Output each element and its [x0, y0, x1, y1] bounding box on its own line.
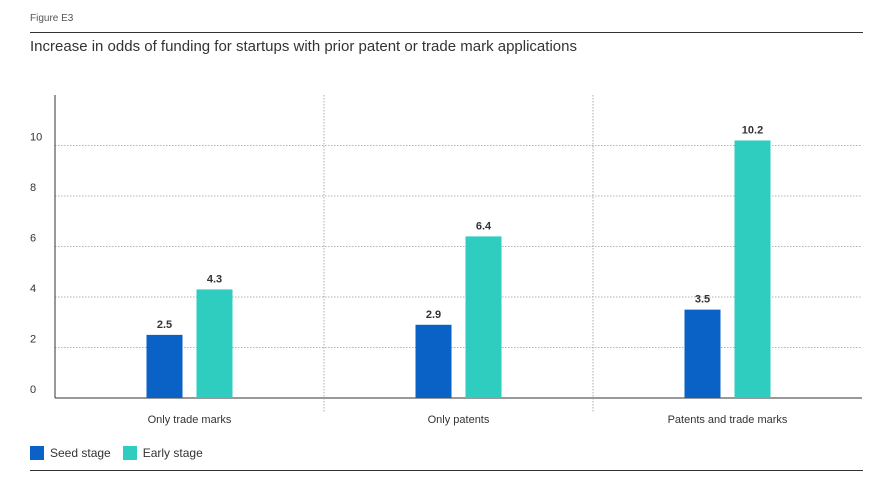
- bar-early-1: [465, 236, 502, 398]
- data-label: 10.2: [742, 124, 763, 136]
- data-label: 2.9: [426, 309, 441, 321]
- bar-early-2: [734, 140, 771, 398]
- legend-item-early: Early stage: [122, 446, 203, 460]
- data-label: 2.5: [157, 319, 172, 331]
- data-label: 3.5: [695, 294, 710, 306]
- legend-swatch-seed: [30, 446, 44, 460]
- figure-label: Figure E3: [30, 13, 74, 24]
- data-label: 4.3: [207, 273, 222, 285]
- legend-label-early: Early stage: [142, 446, 203, 460]
- legend-swatch-early: [122, 446, 137, 460]
- top-rule: [30, 32, 863, 33]
- chart-legend: Seed stage Early stage: [30, 446, 215, 460]
- bar-seed-0: [146, 334, 183, 398]
- x-tick-label: Only patents: [428, 414, 490, 426]
- bar-seed-2: [684, 309, 721, 398]
- bar-chart: 0 2 4 6 8 10 2.5 4.3 Only trade marks 2.9 6.4 Only …: [30, 95, 862, 426]
- data-label: 6.4: [476, 220, 492, 232]
- chart-title: Increase in odds of funding for startups…: [30, 38, 577, 55]
- x-tick-label: Only trade marks: [148, 414, 232, 426]
- y-tick-label: 2: [30, 334, 36, 346]
- y-tick-label: 8: [30, 182, 36, 194]
- y-tick-label: 4: [30, 283, 36, 295]
- bar-seed-1: [415, 324, 452, 398]
- bottom-rule: [30, 470, 863, 471]
- x-tick-label: Patents and trade marks: [668, 414, 788, 426]
- legend-label-seed: Seed stage: [50, 446, 111, 460]
- y-tick-label: 0: [30, 384, 36, 396]
- bar-early-0: [196, 289, 233, 398]
- y-tick-label: 6: [30, 233, 36, 245]
- y-tick-label: 10: [30, 132, 42, 144]
- legend-item-seed: Seed stage: [30, 446, 111, 460]
